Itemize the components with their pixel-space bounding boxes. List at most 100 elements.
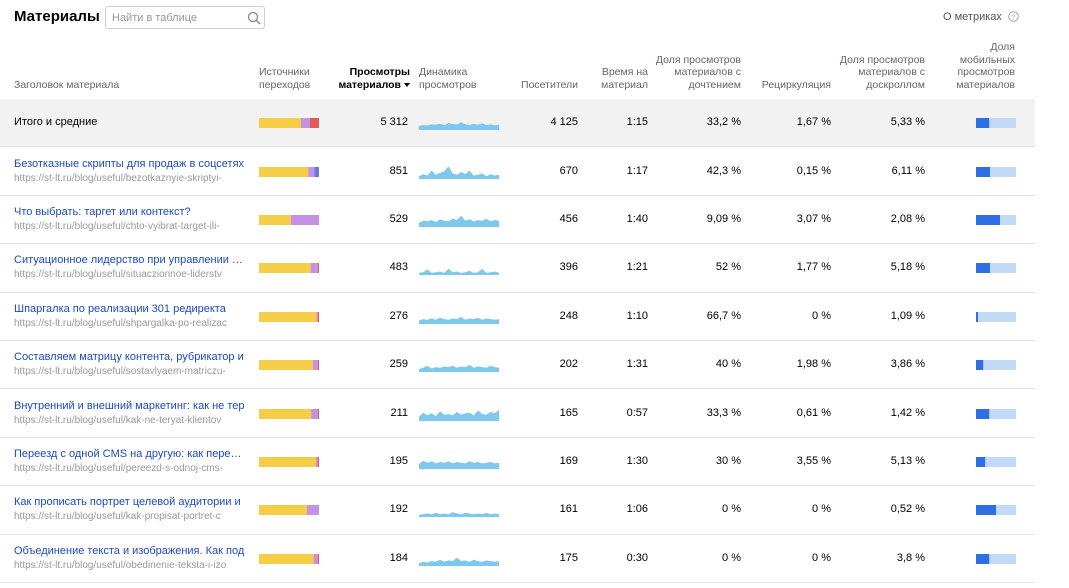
source-segment [313, 360, 318, 371]
cell-visitors: 165 [559, 406, 578, 419]
material-url: https://st-lt.ru/blog/useful/shpargalka-… [14, 317, 227, 329]
cell-time: 1:30 [626, 455, 648, 467]
source-segment [259, 360, 313, 371]
table-row [0, 244, 1035, 293]
material-url: https://st-lt.ru/blog/useful/bezotkaznyi… [14, 172, 222, 184]
cell-read-share: 0 % [722, 503, 741, 516]
page-title: Материалы [14, 8, 100, 25]
cell-scroll-share: 1,09 % [890, 309, 925, 322]
mobile-bar-track [976, 360, 1016, 371]
mobile-bar-track [976, 457, 1016, 467]
cell-time: 1:10 [626, 309, 648, 322]
search-placeholder: Найти в таблице [112, 12, 198, 24]
mobile-bar-fill [976, 408, 990, 419]
material-url: https://st-lt.ru/blog/useful/obedinenie-… [14, 559, 227, 571]
cell-scroll-share: 6,11 % [891, 164, 925, 177]
source-segment [259, 311, 317, 322]
sources-bar [259, 263, 319, 274]
cell-scroll-share: 0,52 % [890, 503, 925, 516]
mobile-bar-fill [976, 505, 996, 516]
material-title[interactable]: Безотказные скрипты для продаж в соцсетя… [14, 157, 245, 170]
cell-time: 0:57 [626, 406, 648, 419]
cell-views: 211 [390, 406, 408, 419]
mobile-share-bar [976, 360, 1016, 371]
cell-recirculation: 1,98 % [796, 358, 831, 371]
source-segment [308, 166, 315, 177]
cell-read-share: 66,7 % [706, 309, 741, 322]
material-url: https://st-lt.ru/blog/useful/sostavlyaem… [14, 366, 226, 378]
dynamics-sparkline [419, 557, 499, 566]
source-segment [290, 215, 319, 225]
column-header-text: Время на материал [600, 66, 648, 91]
column-header[interactable]: Источники переходов [259, 38, 329, 91]
cell-recirculation: 0,15 % [796, 164, 831, 177]
column-header-text: Динамика просмотров [419, 66, 477, 91]
cell-visitors: 4 125 [550, 116, 578, 129]
cell-read-share: 0 % [722, 551, 741, 564]
mobile-share-bar [976, 457, 1016, 467]
column-header[interactable]: Время на материал [588, 38, 648, 91]
material-title[interactable]: Ситуационное лидерство при управлении лю [14, 254, 246, 267]
cell-recirculation: 0 % [812, 309, 831, 322]
cell-views: 259 [389, 358, 408, 371]
dynamics-sparkline [419, 122, 499, 131]
mobile-bar-track [976, 166, 1016, 177]
sources-bar [259, 505, 319, 516]
cell-visitors: 456 [559, 213, 578, 225]
column-header-text: Просмотры материалов [338, 66, 410, 91]
cell-visitors: 248 [559, 309, 578, 322]
material-title[interactable]: Переезд с одной CMS на другую: как перен… [14, 448, 246, 460]
help-icon: ? [1008, 11, 1019, 22]
column-header-text: Источники переходов [259, 66, 311, 91]
table-row [0, 438, 1035, 487]
mobile-bar-track [976, 553, 1016, 564]
mobile-share-bar [976, 505, 1016, 516]
column-header[interactable]: Заголовок материала [14, 38, 214, 91]
dynamics-sparkline [419, 215, 499, 227]
column-header[interactable]: Доля просмотров материалов с дочтением [651, 38, 741, 91]
column-header[interactable]: Динамика просмотров [419, 38, 499, 91]
column-header-text: Посетители [521, 78, 578, 91]
table-row [0, 535, 1035, 583]
mobile-share-bar [976, 118, 1016, 129]
cell-recirculation: 0 % [812, 503, 831, 516]
sources-bar [259, 311, 319, 322]
column-header[interactable]: Просмотры материалов [330, 38, 410, 91]
about-metrics-link[interactable]: О метриках ? [943, 11, 1019, 23]
column-header-text: Заголовок материала [14, 78, 120, 91]
cell-views: 5 312 [380, 116, 408, 129]
cell-read-share: 30 % [715, 455, 741, 467]
cell-recirculation: 3,07 % [796, 213, 831, 225]
material-title[interactable]: Как прописать портрет целевой аудитории … [14, 496, 241, 509]
mobile-bar-fill [976, 360, 984, 371]
table-row [0, 341, 1035, 390]
material-url: https://st-lt.ru/blog/useful/kak-propisa… [14, 511, 221, 523]
dynamics-sparkline [419, 512, 499, 518]
column-header[interactable]: Посетители [498, 38, 578, 91]
sources-bar [259, 553, 319, 564]
cell-scroll-share: 5,13 % [890, 455, 925, 467]
search-icon[interactable] [247, 11, 261, 25]
mobile-bar-fill [976, 166, 990, 177]
material-title[interactable]: Что выбрать: таргет или контекст? [14, 206, 191, 218]
material-title[interactable]: Составляем матрицу контента, рубрикатор … [14, 351, 244, 364]
dynamics-area [419, 557, 499, 566]
mobile-bar-track [976, 118, 1016, 129]
column-header[interactable]: Доля мобильных просмотров материалов [935, 38, 1015, 91]
source-segment [317, 408, 319, 419]
source-segment [259, 457, 316, 467]
material-title[interactable]: Шпаргалка по реализации 301 редиректа [14, 302, 226, 315]
cell-read-share: 33,3 % [706, 406, 741, 419]
sources-bar [259, 360, 319, 371]
column-header[interactable]: Доля просмотров материалов с доскроллом [835, 38, 925, 91]
dynamics-area [419, 269, 499, 276]
material-title[interactable]: Объединение текста и изображения. Как по… [14, 544, 245, 557]
search-input[interactable]: Найти в таблице [105, 6, 265, 29]
material-title[interactable]: Внутренний и внешний маркетинг: как не т… [14, 399, 245, 412]
sources-bar [259, 457, 319, 467]
source-segment [259, 263, 311, 274]
mobile-bar-fill [976, 263, 990, 274]
column-header[interactable]: Рециркуляция [741, 38, 831, 91]
source-segment [310, 118, 319, 129]
